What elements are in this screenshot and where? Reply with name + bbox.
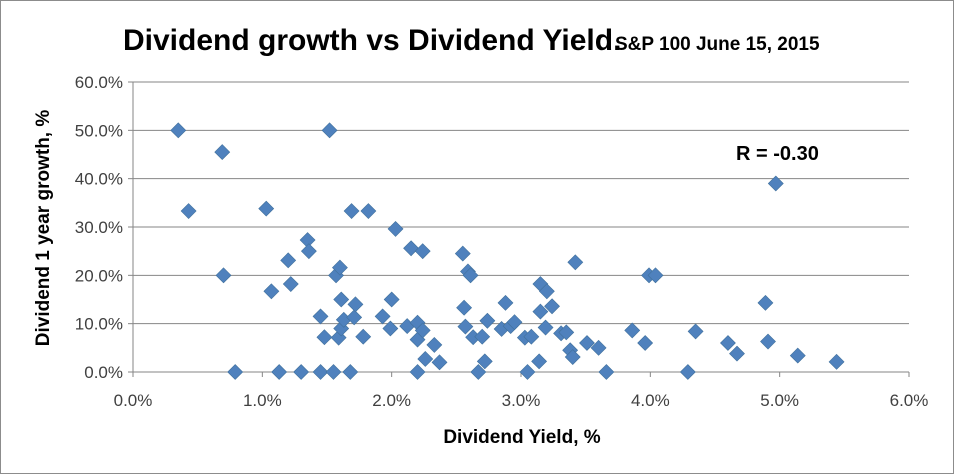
x-tick-label: 0.0% <box>114 391 153 410</box>
data-point <box>293 364 310 380</box>
tick-labels: 0.0% 10.0% 20.0% 30.0% 40.0% 50.0% 60.0% 0.0% 1.… <box>75 73 929 410</box>
data-point <box>227 364 244 380</box>
data-point <box>215 267 232 284</box>
data-point <box>300 243 317 260</box>
data-point <box>346 309 363 326</box>
data-point <box>497 294 514 311</box>
data-point <box>720 335 736 351</box>
data-point <box>624 322 641 339</box>
data-point <box>479 312 496 329</box>
data-point <box>564 349 581 365</box>
data-point <box>687 323 704 340</box>
data-point <box>506 314 523 331</box>
data-point <box>325 364 342 380</box>
data-point <box>767 175 784 192</box>
y-axis-label: Dividend 1 year growth, % <box>33 110 54 347</box>
data-point <box>457 318 474 335</box>
data-point <box>579 335 595 351</box>
data-point <box>342 364 359 380</box>
x-tick-label: 3.0% <box>502 391 541 410</box>
y-tick-label: 60.0% <box>75 73 123 92</box>
data-point <box>456 299 473 316</box>
data-point <box>538 283 555 300</box>
data-point <box>382 320 399 337</box>
data-point <box>355 328 372 345</box>
data-point <box>312 308 329 325</box>
y-tick-label: 0.0% <box>84 363 123 382</box>
data-point <box>519 364 536 380</box>
data-point <box>374 308 391 325</box>
data-point <box>828 353 845 370</box>
y-tick-label: 40.0% <box>75 170 123 189</box>
data-points <box>170 122 845 380</box>
data-point <box>454 245 471 262</box>
data-point <box>431 354 448 371</box>
x-tick-label: 5.0% <box>760 391 799 410</box>
data-point <box>403 240 419 257</box>
data-point <box>271 364 288 380</box>
data-point <box>316 329 333 346</box>
data-point <box>470 364 487 380</box>
x-tick-label: 6.0% <box>890 391 929 410</box>
data-point <box>544 298 560 315</box>
data-point <box>426 337 443 353</box>
data-point <box>760 333 776 350</box>
data-point <box>312 364 329 380</box>
data-point <box>214 144 231 161</box>
data-point <box>476 353 493 370</box>
data-point <box>360 203 377 219</box>
data-point <box>282 276 299 292</box>
x-axis-label: Dividend Yield, % <box>443 427 600 448</box>
data-point <box>387 221 404 237</box>
y-tick-label: 20.0% <box>75 266 123 285</box>
data-point <box>567 254 584 271</box>
data-point <box>263 283 280 300</box>
data-point <box>321 122 338 139</box>
chart-subtitle: S&P 100 June 15, 2015 <box>615 34 820 55</box>
data-point <box>333 320 350 337</box>
data-point <box>332 259 348 276</box>
data-point <box>789 347 806 364</box>
correlation-annotation: R = -0.30 <box>736 143 819 165</box>
data-point <box>462 267 479 284</box>
data-point <box>532 303 549 320</box>
data-point <box>343 203 360 219</box>
data-point <box>347 296 364 313</box>
x-tick-label: 4.0% <box>631 391 670 410</box>
data-point <box>409 364 426 380</box>
data-point <box>537 319 554 336</box>
data-point <box>523 328 540 345</box>
data-point <box>180 203 197 219</box>
data-point <box>598 364 615 380</box>
data-point <box>280 252 297 269</box>
y-tick-label: 50.0% <box>75 121 123 140</box>
data-point <box>258 200 275 217</box>
data-point <box>558 324 575 341</box>
data-point <box>647 267 664 284</box>
x-tick-label: 2.0% <box>372 391 411 410</box>
chart-title: Dividend growth vs Dividend Yield. <box>123 24 621 57</box>
x-tick-label: 1.0% <box>243 391 282 410</box>
data-point <box>417 351 434 367</box>
data-point <box>414 322 431 339</box>
data-point <box>383 291 400 308</box>
data-point <box>757 294 774 311</box>
data-point <box>333 291 350 308</box>
data-point <box>170 122 187 139</box>
data-point <box>330 329 347 346</box>
y-tick-label: 30.0% <box>75 218 123 237</box>
y-tick-label: 10.0% <box>75 315 123 334</box>
data-point <box>531 353 548 370</box>
data-point <box>414 243 431 260</box>
gridlines <box>133 81 909 325</box>
data-point <box>637 335 654 351</box>
data-point <box>679 364 696 380</box>
data-point <box>474 328 491 345</box>
data-point <box>729 345 745 362</box>
data-point <box>590 339 607 356</box>
